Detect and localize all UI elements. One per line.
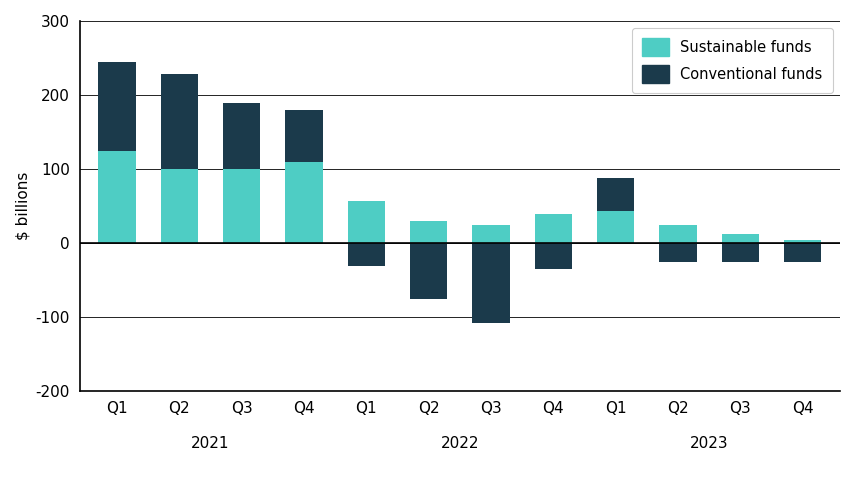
Bar xyxy=(223,169,261,243)
Bar xyxy=(784,243,822,262)
Bar xyxy=(161,169,198,243)
Bar xyxy=(286,162,322,243)
Bar xyxy=(348,243,385,266)
Bar xyxy=(472,243,510,323)
Bar xyxy=(597,178,634,211)
Bar xyxy=(534,243,572,269)
Bar xyxy=(161,74,198,169)
Bar xyxy=(659,225,697,243)
Bar xyxy=(597,211,634,243)
Bar xyxy=(98,151,136,243)
Y-axis label: $ billions: $ billions xyxy=(15,172,30,240)
Bar xyxy=(722,234,759,243)
Bar xyxy=(659,243,697,262)
Text: 2023: 2023 xyxy=(690,436,728,451)
Bar xyxy=(348,201,385,243)
Bar xyxy=(472,225,510,243)
Bar xyxy=(534,213,572,243)
Bar xyxy=(410,221,447,243)
Bar xyxy=(784,239,822,243)
Bar xyxy=(410,243,447,299)
Bar xyxy=(286,110,322,162)
Text: 2022: 2022 xyxy=(440,436,479,451)
Bar xyxy=(722,243,759,262)
Legend: Sustainable funds, Conventional funds: Sustainable funds, Conventional funds xyxy=(632,28,833,93)
Bar xyxy=(98,62,136,151)
Bar xyxy=(223,103,261,169)
Text: 2021: 2021 xyxy=(192,436,230,451)
